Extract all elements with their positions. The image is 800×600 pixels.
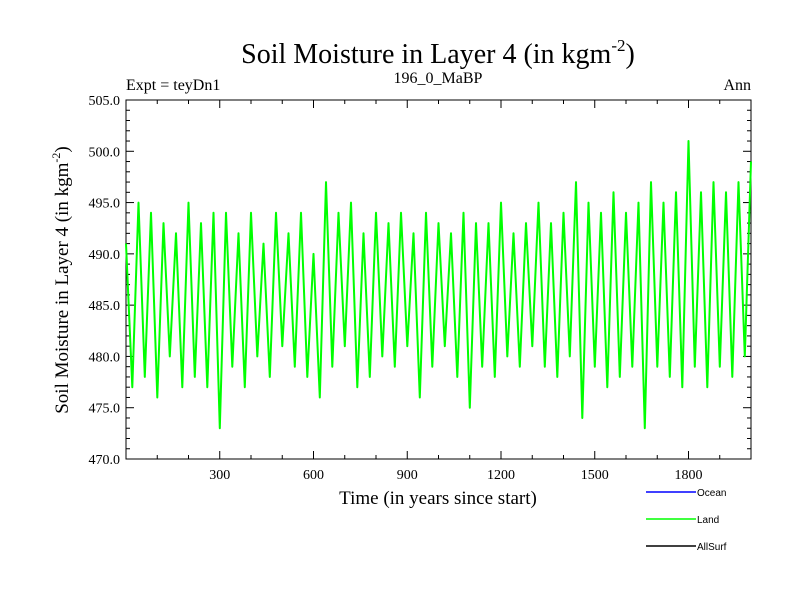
series-line-land [125, 140, 752, 430]
x-tick-label: 900 [397, 468, 418, 483]
x-tick-label: 1200 [487, 468, 515, 483]
x-tick-label: 1500 [581, 468, 609, 483]
legend-label: AllSurf [697, 542, 727, 553]
y-axis: 470.0 475.0 480.0 485.0 490.0 495.0 500.0 505.0 [89, 94, 751, 468]
legend: Ocean Land AllSurf [646, 488, 727, 553]
y-tick-label: 470.0 [89, 453, 121, 468]
y-tick-label: 480.0 [89, 350, 121, 365]
y-tick-label: 505.0 [89, 94, 121, 109]
y-tick-label: 490.0 [89, 248, 121, 263]
x-tick-label: 1800 [675, 468, 703, 483]
subtitle-center: 196_0_MaBP [394, 70, 483, 87]
legend-label: Ocean [697, 488, 726, 499]
subtitle-left: Expt = teyDn1 [126, 77, 220, 94]
x-axis-label: Time (in years since start) [339, 488, 537, 509]
y-tick-label: 495.0 [89, 197, 121, 212]
x-axis: 300 600 900 1200 1500 1800 [156, 100, 721, 483]
x-tick-label: 600 [303, 468, 324, 483]
y-tick-label: 475.0 [89, 402, 121, 417]
y-tick-label: 485.0 [89, 299, 121, 314]
chart-title: Soil Moisture in Layer 4 (in kgm-2) [241, 36, 635, 70]
series-layer [125, 140, 752, 430]
subtitle-right: Ann [723, 77, 751, 94]
x-tick-label: 300 [209, 468, 230, 483]
legend-label: Land [697, 515, 719, 526]
y-tick-label: 500.0 [89, 145, 121, 160]
y-axis-label: Soil Moisture in Layer 4 (in kgm-2) [49, 146, 73, 414]
